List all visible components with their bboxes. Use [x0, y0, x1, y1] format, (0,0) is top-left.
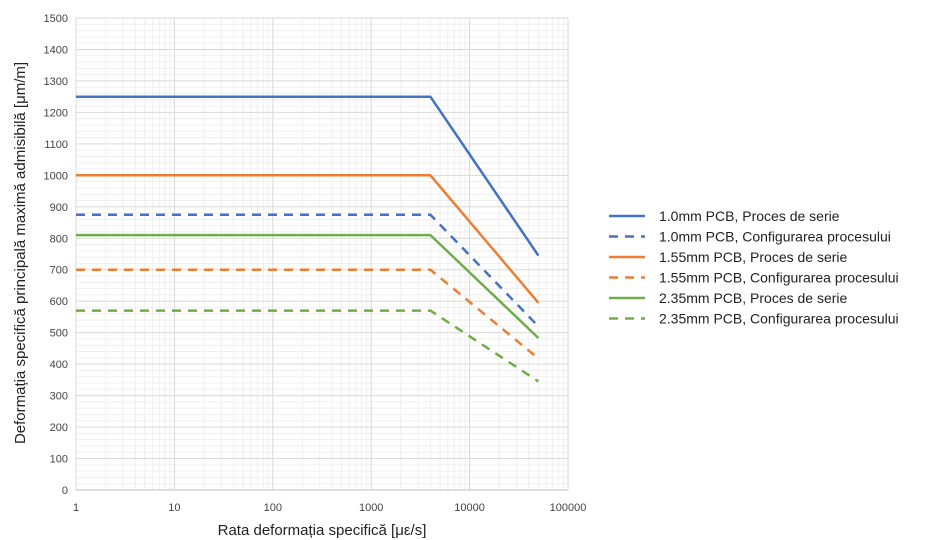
- y-tick-label: 200: [50, 422, 68, 434]
- legend-label: 1.0mm PCB, Configurarea procesului: [659, 229, 891, 245]
- legend-label: 1.0mm PCB, Proces de serie: [659, 208, 840, 224]
- series-line: [76, 213, 540, 328]
- y-axis-title: Deformația specifică principală maximă a…: [12, 62, 29, 444]
- y-tick-label: 700: [50, 265, 68, 277]
- legend-label: 1.55mm PCB, Proces de serie: [659, 249, 848, 265]
- y-tick-label: 1300: [44, 76, 68, 88]
- y-tick-label: 500: [50, 328, 68, 340]
- x-tick-label: 100: [264, 502, 282, 514]
- series-line: [76, 268, 540, 360]
- x-tick-labels: 1 10 100 1000 10000 100000: [73, 502, 586, 514]
- y-tick-label: 100: [50, 454, 68, 466]
- legend-label: 2.35mm PCB, Proces de serie: [659, 290, 848, 306]
- y-tick-label: 600: [50, 296, 68, 308]
- legend-label: 1.55mm PCB, Configurarea procesului: [659, 270, 899, 286]
- x-tick-label: 1: [73, 502, 79, 514]
- y-tick-label: 1400: [44, 44, 68, 56]
- series-line: [76, 233, 540, 339]
- series-line: [76, 95, 540, 257]
- y-tick-labels: 0 100 200 300 400 500 600 700 800 900 1000 1100 1200…: [44, 13, 68, 497]
- x-tick-label: 100000: [550, 502, 587, 514]
- y-tick-label: 1500: [44, 13, 68, 25]
- x-tick-label: 10: [168, 502, 180, 514]
- series-layer: [76, 95, 540, 383]
- series-line: [76, 174, 540, 304]
- y-tick-label: 1200: [44, 107, 68, 119]
- legend: 1.0mm PCB, Proces de serie 1.0mm PCB, Con…: [609, 208, 899, 327]
- series-line: [76, 309, 540, 383]
- legend-label: 2.35mm PCB, Configurarea procesului: [659, 311, 899, 327]
- y-tick-label: 1100: [44, 139, 68, 151]
- x-tick-label: 1000: [359, 502, 383, 514]
- grid: [75, 17, 569, 491]
- y-tick-label: 1000: [44, 170, 68, 182]
- y-tick-label: 800: [50, 233, 68, 245]
- x-axis-title: Rata deformația specifică [με/s]: [218, 522, 427, 539]
- y-tick-label: 300: [50, 391, 68, 403]
- x-tick-label: 10000: [454, 502, 485, 514]
- y-tick-label: 400: [50, 359, 68, 371]
- y-tick-label: 900: [50, 202, 68, 214]
- y-tick-label: 0: [62, 485, 68, 497]
